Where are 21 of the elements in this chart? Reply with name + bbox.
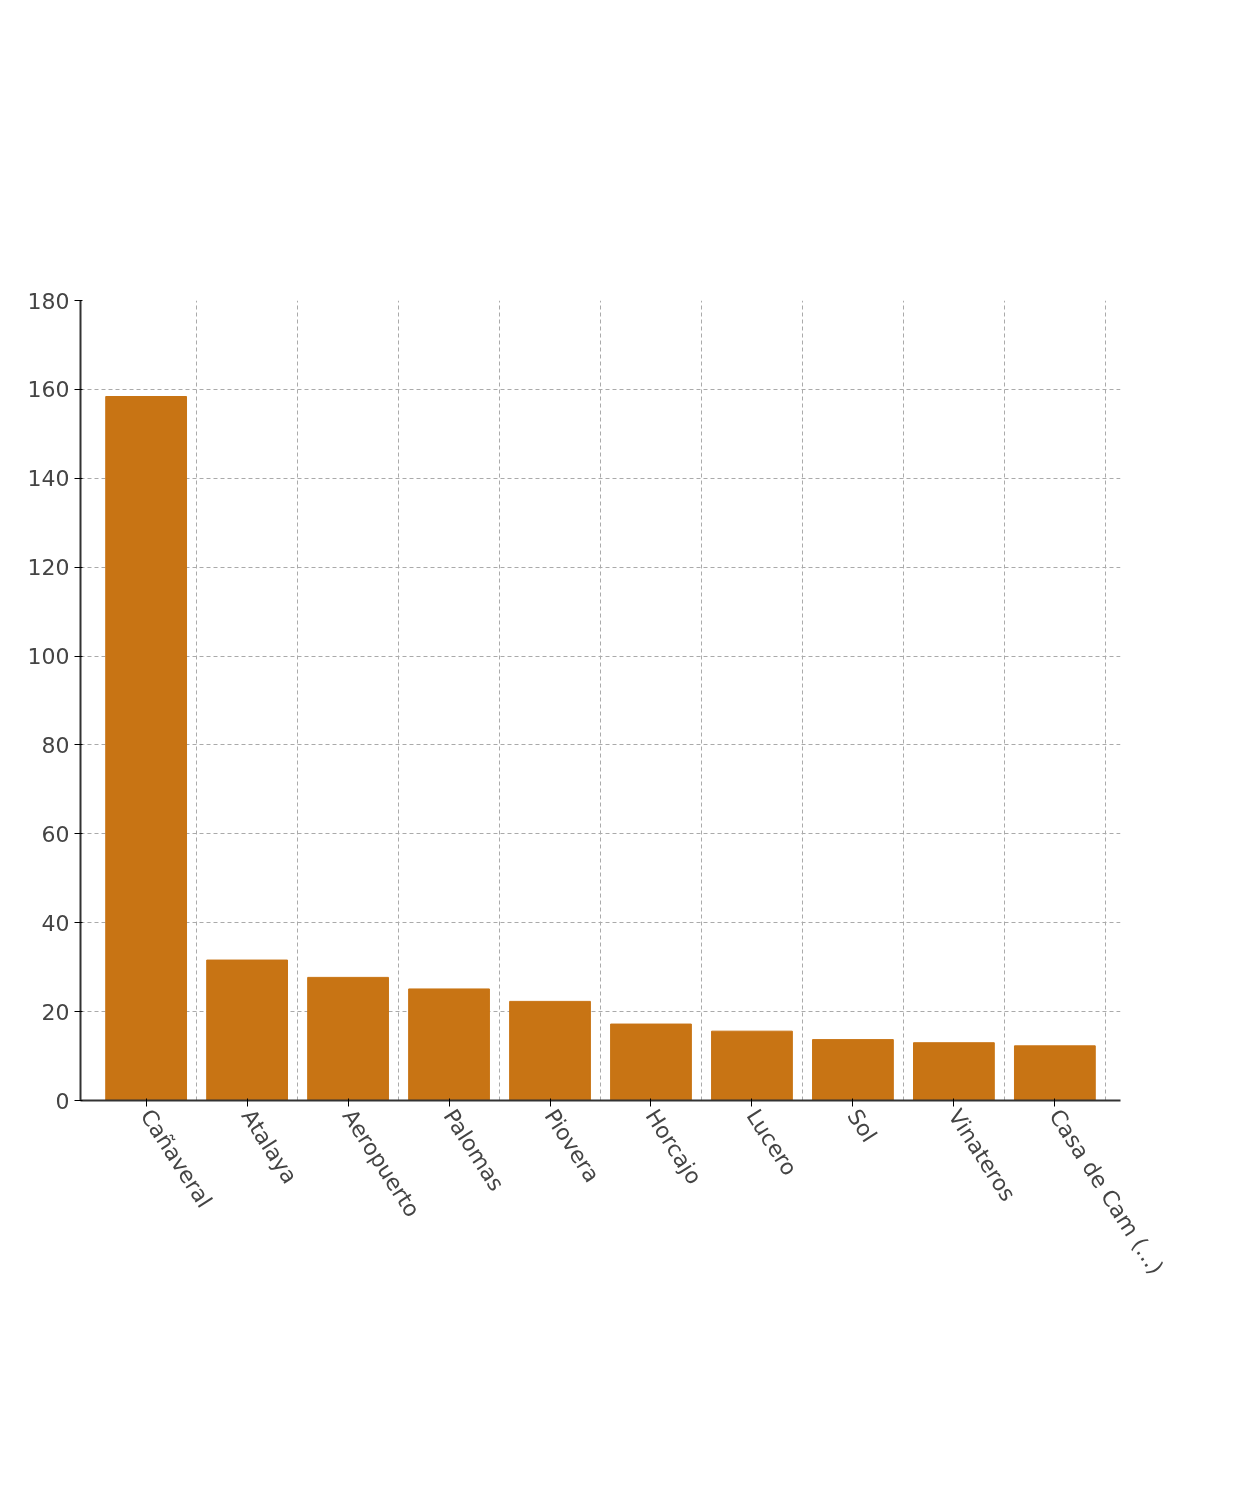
y-tick-label: 60 <box>41 821 70 847</box>
y-tick-label: 80 <box>41 732 70 758</box>
bar <box>610 1023 692 1101</box>
x-tick-label: Sol <box>842 1104 882 1147</box>
y-tick-label: 100 <box>27 644 70 670</box>
y-tick-label: 0 <box>55 1088 70 1114</box>
bar <box>1013 1045 1096 1101</box>
y-tick-label: 160 <box>27 377 70 403</box>
bar <box>206 959 288 1101</box>
bar <box>105 396 188 1101</box>
bar <box>913 1042 995 1101</box>
y-tick-label: 180 <box>27 288 70 314</box>
y-tick-label: 40 <box>41 910 70 936</box>
bar <box>711 1030 793 1101</box>
bar <box>812 1039 894 1101</box>
bar <box>307 976 389 1101</box>
y-tick-label: 140 <box>27 466 70 492</box>
bar <box>408 988 490 1101</box>
y-tick-label: 120 <box>27 555 70 581</box>
y-tick-label: 20 <box>41 999 70 1025</box>
bar <box>509 1000 591 1101</box>
